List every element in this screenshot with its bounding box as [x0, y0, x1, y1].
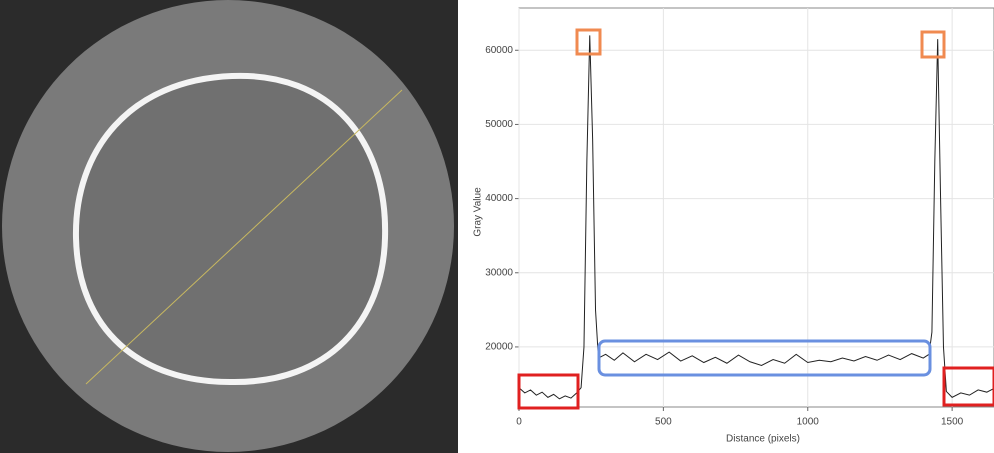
ct-image	[0, 0, 458, 453]
plot: 20000 30000 40000 50000 60000 0 500 1000 1500	[485, 7, 994, 428]
x-tick-label: 1000	[797, 417, 820, 428]
sample-ring	[72, 72, 389, 386]
x-tick-label: 500	[655, 417, 672, 428]
y-tick-label: 30000	[485, 267, 513, 278]
y-tick-label: 60000	[485, 45, 513, 56]
orange-box	[575, 28, 602, 56]
x-axis-label: Distance (pixels)	[726, 434, 800, 445]
y-tick-label: 50000	[485, 119, 513, 130]
y-axis-label: Gray Value	[473, 187, 484, 237]
x-tick-label: 1500	[941, 417, 964, 428]
x-tick-label: 0	[516, 417, 522, 428]
y-tick-label: 20000	[485, 342, 513, 353]
blue-box	[597, 339, 932, 377]
annotations	[517, 28, 994, 410]
red-box	[517, 373, 580, 410]
profile-line	[518, 35, 994, 400]
orange-box	[920, 30, 946, 59]
profile-line	[85, 89, 403, 385]
y-tick-label: 40000	[485, 193, 513, 204]
red-box	[942, 366, 994, 407]
